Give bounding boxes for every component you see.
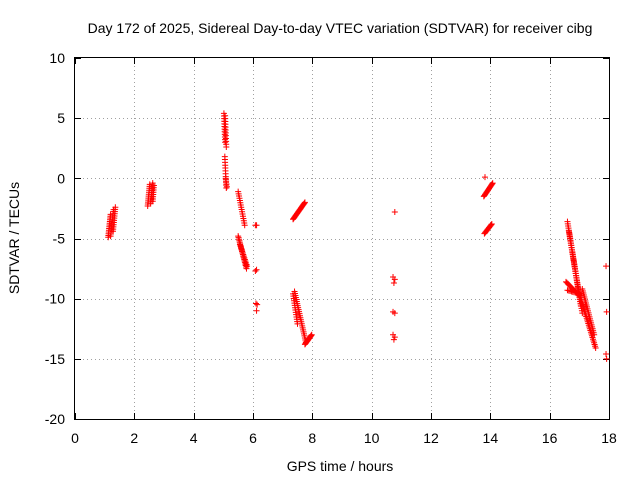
data-point [488,221,495,228]
data-point [603,263,610,270]
data-point [241,222,248,229]
y-tick-labels: -20 -15 -10 -5 0 5 10 [45,50,65,427]
data-point [591,331,598,338]
data-point [603,355,610,362]
data-point [301,200,308,207]
data-point [253,266,260,273]
plot-frame [74,57,610,420]
x-tick-labels: 0 2 4 6 8 10 12 14 16 18 [71,430,617,446]
x-tick-label: 18 [601,430,617,446]
x-tick-label: 12 [423,430,439,446]
y-tick-label: 5 [57,110,65,126]
y-axis-label: SDTVAR / TECUs [6,182,22,294]
data-point [308,331,315,338]
data-point [489,180,496,187]
data-point [112,204,119,211]
data-point [481,174,488,181]
data-point [253,222,260,229]
data-point [252,267,259,274]
y-tick-label: 0 [57,170,65,186]
data-point [308,332,315,339]
x-tick-label: 2 [130,430,138,446]
y-tick-label: -10 [45,291,65,307]
data-point [294,320,301,327]
grid-lines [75,58,609,419]
data-point [254,301,261,308]
data-point [390,280,397,287]
data-point [244,263,251,270]
data-point [391,310,398,317]
data-point [390,336,397,343]
data-points [105,110,610,362]
data-point [391,209,398,216]
data-point [603,308,610,315]
x-tick-label: 14 [483,430,499,446]
data-point [252,300,259,307]
data-point [253,307,260,314]
data-point [146,181,153,188]
y-tick-label: -5 [53,231,66,247]
x-tick-label: 16 [542,430,558,446]
data-point [489,181,496,188]
x-tick-label: 8 [308,430,316,446]
data-point [150,182,157,189]
x-axis-label: GPS time / hours [287,458,394,474]
x-tick-label: 4 [190,430,198,446]
data-point [307,333,314,340]
x-tick-label: 0 [71,430,79,446]
y-tick-label: 10 [49,50,65,66]
y-tick-label: -15 [45,351,65,367]
chart-title: Day 172 of 2025, Sidereal Day-to-day VTE… [88,20,593,36]
y-tick-label: -20 [45,411,65,427]
data-point [223,183,230,190]
x-tick-label: 6 [249,430,257,446]
data-point [391,276,398,283]
data-point [488,221,495,228]
axis-ticks [75,58,610,420]
data-point [592,345,599,352]
data-point [223,144,230,151]
data-point [301,199,308,206]
data-point [603,351,610,358]
data-point [576,290,583,297]
x-tick-label: 10 [364,430,380,446]
